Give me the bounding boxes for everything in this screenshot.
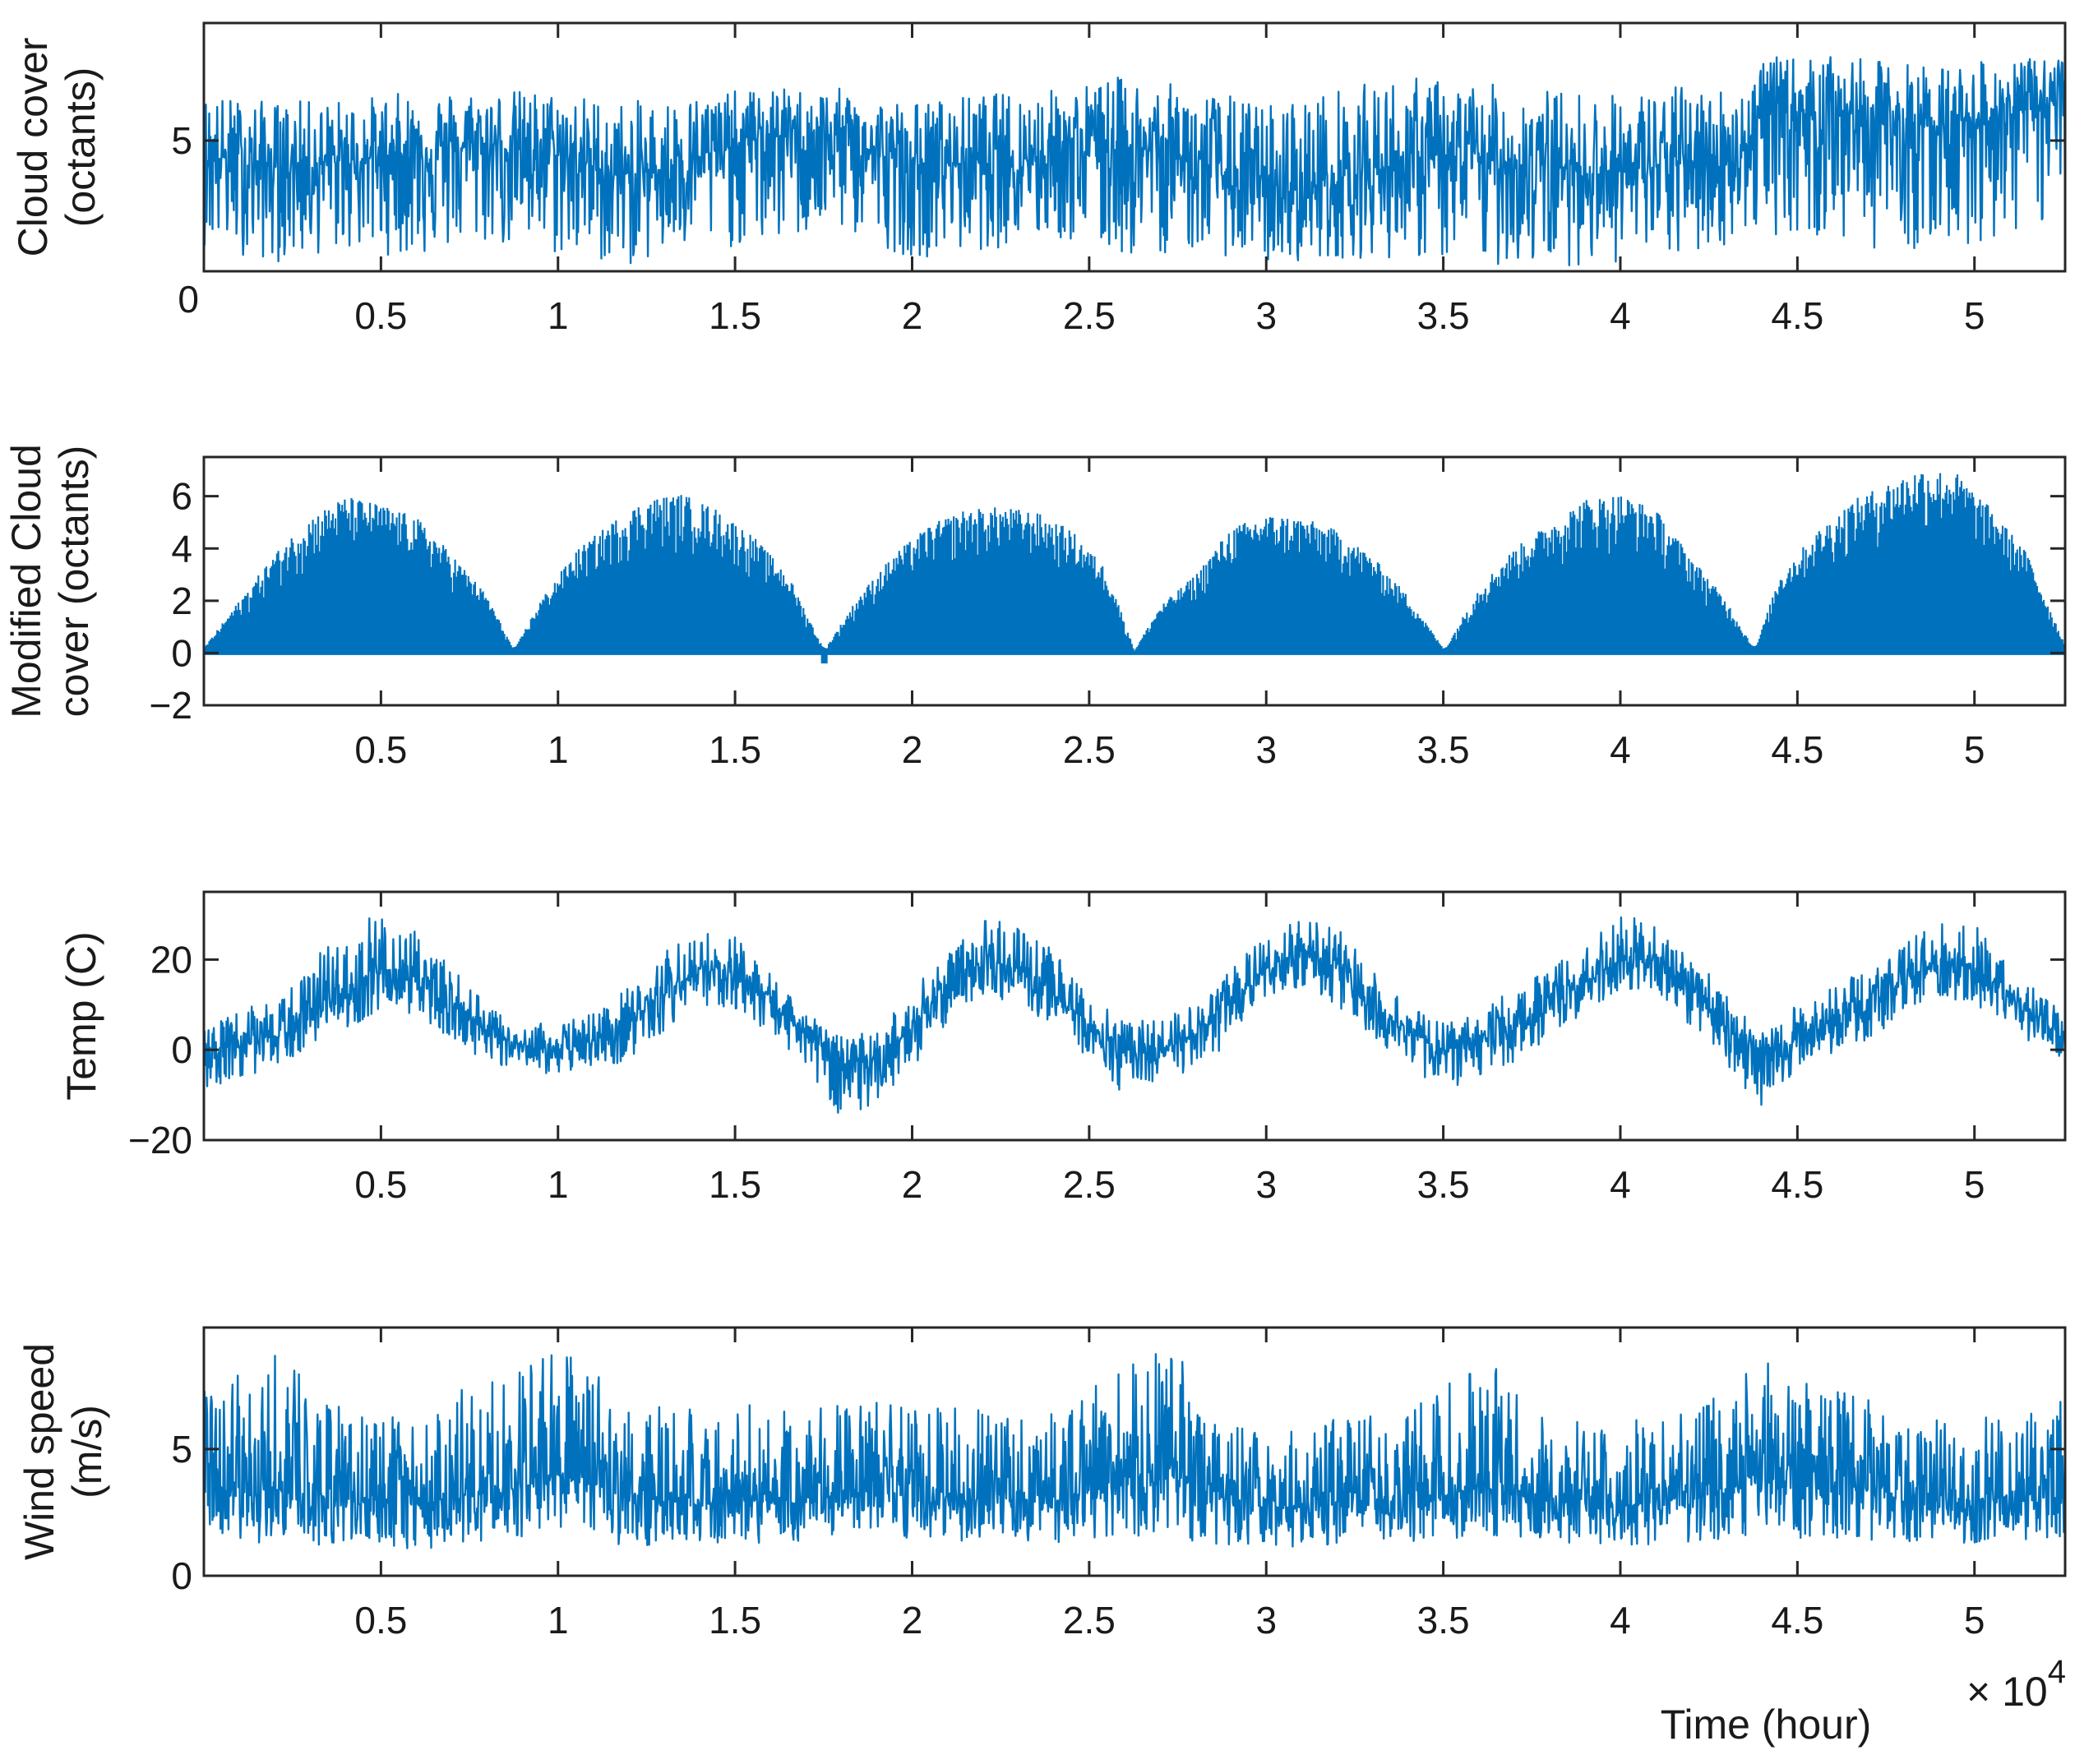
x-axis-multiplier: × 104 xyxy=(1966,1654,2066,1715)
axes-frame xyxy=(202,455,2067,707)
x-tick-label: 3 xyxy=(1255,294,1277,337)
x-tick-label: 3.5 xyxy=(1417,294,1470,337)
axes-frame xyxy=(202,21,2067,273)
x-tick-label: 2 xyxy=(902,728,923,771)
subplot-3: 0.5 1 1.5 2 2.5 3 3.5 4 4.5 5 −20 0 20 Temp (C) xyxy=(58,890,2067,1206)
x-tick-label: 1.5 xyxy=(709,294,761,337)
y-tick-label: 4 xyxy=(171,527,192,570)
y-tick-label: 20 xyxy=(150,938,192,981)
subplot-4: 0.5 1 1.5 2 2.5 3 3.5 4 4.5 5 0 5 Wind speed (m/s) Tim… xyxy=(16,1326,2067,1748)
x-tick-label: 3.5 xyxy=(1417,1163,1470,1206)
x-tick-label: 4.5 xyxy=(1771,294,1823,337)
x-tick-label: 4.5 xyxy=(1771,1599,1823,1642)
axes-frame xyxy=(202,1326,2067,1577)
x-tick-label: 2.5 xyxy=(1063,1599,1116,1642)
y-tick-label: 0 xyxy=(178,278,199,321)
x-tick-label: 5 xyxy=(1964,728,1985,771)
x-tick-label: 1.5 xyxy=(709,1599,761,1642)
y-tick-label: 6 xyxy=(171,475,192,518)
y-tick-label: −2 xyxy=(150,684,192,727)
plot-area xyxy=(204,1353,2065,1549)
x-tick-label: 0.5 xyxy=(354,728,407,771)
x-tick-label: 2.5 xyxy=(1063,728,1116,771)
x-tick-label: 3 xyxy=(1255,728,1277,771)
x-tick-label: 2 xyxy=(902,294,923,337)
x-axis-multiplier-exponent: 4 xyxy=(2048,1654,2066,1690)
plot-area xyxy=(204,473,2065,664)
min-marker xyxy=(820,653,828,664)
series-line xyxy=(204,916,2065,1114)
x-tick-label: 3 xyxy=(1255,1163,1277,1206)
y-tick-label: −20 xyxy=(128,1119,192,1161)
plot-area xyxy=(204,916,2065,1114)
x-tick-label: 1.5 xyxy=(709,1163,761,1206)
x-tick-label: 1 xyxy=(548,728,569,771)
x-tick-label: 4 xyxy=(1610,294,1631,337)
x-tick-label: 4.5 xyxy=(1771,1163,1823,1206)
series-line xyxy=(204,56,2065,266)
y-axis-label-line: Cloud cover xyxy=(10,38,56,257)
y-axis-label: Wind speed (m/s) xyxy=(16,1343,110,1560)
y-tick-label: 0 xyxy=(171,1028,192,1071)
x-tick-label: 4 xyxy=(1610,1163,1631,1206)
x-tick-label: 3.5 xyxy=(1417,728,1470,771)
subplot-2: 0.5 1 1.5 2 2.5 3 3.5 4 4.5 5 −2 0 2 4 6 Modified Cloud… xyxy=(3,444,2067,771)
x-tick-label: 5 xyxy=(1964,1163,1985,1206)
y-tick-label: 0 xyxy=(171,1554,192,1597)
x-tick-label: 1 xyxy=(548,294,569,337)
y-axis-label-line: Modified Cloud xyxy=(3,444,49,718)
y-axis-label-line: cover (octants) xyxy=(51,446,97,718)
x-tick-label: 1.5 xyxy=(709,728,761,771)
x-tick-label: 0.5 xyxy=(354,1163,407,1206)
x-tick-label: 5 xyxy=(1964,294,1985,337)
y-tick-label: 0 xyxy=(171,631,192,674)
x-tick-label: 4.5 xyxy=(1771,728,1823,771)
subplot-1: 0.5 1 1.5 2 2.5 3 3.5 4 4.5 5 0 5 Cloud cover (octant… xyxy=(10,21,2067,337)
series-fill xyxy=(204,551,2065,653)
x-tick-label: 2 xyxy=(902,1163,923,1206)
y-axis-label: Cloud cover (octants) xyxy=(10,38,104,257)
x-tick-label: 1 xyxy=(548,1599,569,1642)
x-tick-label: 2 xyxy=(902,1599,923,1642)
x-tick-label: 3 xyxy=(1255,1599,1277,1642)
x-tick-label: 0.5 xyxy=(354,1599,407,1642)
x-tick-label: 4 xyxy=(1610,728,1631,771)
x-axis-label: Time (hour) xyxy=(1661,1702,1872,1748)
y-tick-label: 2 xyxy=(171,580,192,622)
axes-frame xyxy=(202,890,2067,1142)
y-axis-label: Modified Cloud cover (octants) xyxy=(3,444,97,718)
x-tick-label: 5 xyxy=(1964,1599,1985,1642)
series-line xyxy=(204,1353,2065,1549)
y-tick-label: 5 xyxy=(171,1428,192,1471)
x-tick-label: 4 xyxy=(1610,1599,1631,1642)
y-tick-label: 5 xyxy=(171,119,192,162)
y-axis-label: Temp (C) xyxy=(58,931,104,1101)
x-tick-label: 3.5 xyxy=(1417,1599,1470,1642)
y-axis-label-line: (octants) xyxy=(58,67,104,228)
y-axis-label-line: Temp (C) xyxy=(58,931,104,1101)
x-tick-label: 0.5 xyxy=(354,294,407,337)
x-tick-label: 2.5 xyxy=(1063,1163,1116,1206)
x-tick-label: 2.5 xyxy=(1063,294,1116,337)
y-axis-label-line: (m/s) xyxy=(64,1405,110,1498)
y-axis-label-line: Wind speed xyxy=(16,1343,62,1560)
plot-area xyxy=(204,56,2065,266)
x-tick-label: 1 xyxy=(548,1163,569,1206)
